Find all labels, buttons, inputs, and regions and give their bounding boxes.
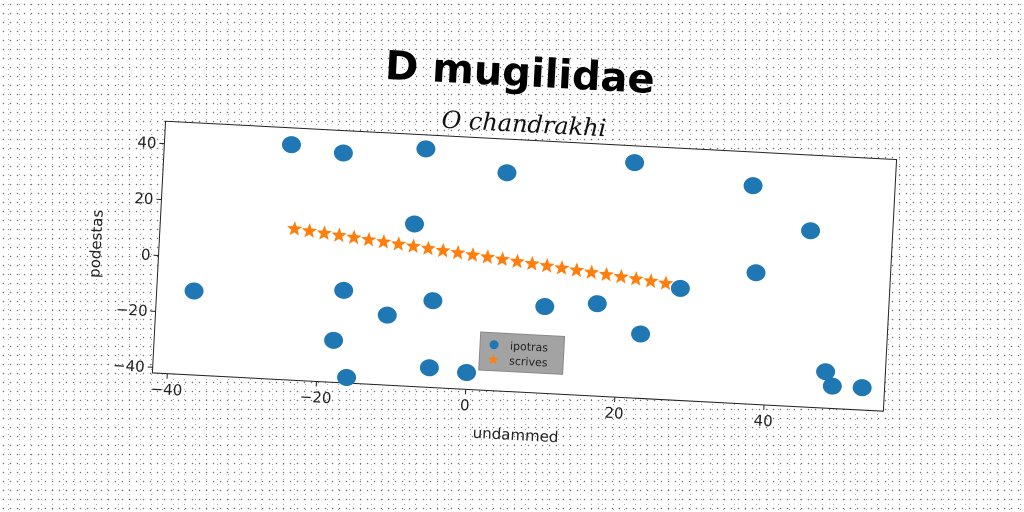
y-tick-label: −40 xyxy=(113,356,146,376)
ipotras-point xyxy=(852,379,872,397)
ipotras-point xyxy=(281,136,301,154)
ipotras-point xyxy=(743,177,763,195)
x-tick-label: 40 xyxy=(753,411,773,430)
scrives-point xyxy=(331,227,347,243)
ipotras-point xyxy=(801,222,821,240)
y-axis-label: podestas xyxy=(85,209,107,278)
scrives-point xyxy=(316,225,332,241)
ipotras-point xyxy=(822,377,842,395)
ipotras-point xyxy=(670,279,690,297)
ipotras-point xyxy=(816,363,836,381)
ipotras-point xyxy=(625,154,645,172)
legend-box xyxy=(478,331,566,375)
ipotras-point xyxy=(334,281,354,299)
scrives-point xyxy=(301,223,318,238)
y-tick-label: 20 xyxy=(134,189,154,208)
x-tick-label: −20 xyxy=(299,388,332,408)
legend-label: ipotras xyxy=(510,340,549,355)
ipotras-point xyxy=(184,282,204,300)
scrives-point xyxy=(390,236,407,251)
scrives-point xyxy=(494,251,511,267)
y-tick-label: 0 xyxy=(141,246,151,264)
x-tick-label: −40 xyxy=(150,380,183,400)
scrives-point xyxy=(613,268,629,284)
legend-marker-scrives xyxy=(488,354,499,365)
ipotras-point xyxy=(337,368,357,386)
scrives-point xyxy=(405,238,422,254)
ipotras-point xyxy=(457,364,477,382)
scrives-point xyxy=(509,253,525,269)
x-axis-label: undammed xyxy=(472,424,559,446)
scrives-point xyxy=(420,240,436,256)
scrives-point xyxy=(554,260,570,275)
ipotras-point xyxy=(535,298,555,316)
scrives-point xyxy=(598,266,615,282)
ipotras-point xyxy=(746,264,766,282)
scrives-point xyxy=(628,271,644,286)
legend-label: scrives xyxy=(509,355,548,370)
ipotras-point xyxy=(416,140,436,158)
ipotras-point xyxy=(631,325,651,343)
scrives-point xyxy=(376,234,392,249)
chart-title: D mugilidae xyxy=(384,43,656,103)
ipotras-point xyxy=(377,306,397,324)
scrives-point xyxy=(539,258,555,273)
legend-marker-ipotras xyxy=(489,340,499,350)
scrives-point xyxy=(524,255,540,271)
scrives-point xyxy=(287,220,303,236)
ipotras-point xyxy=(324,331,344,349)
ipotras-point xyxy=(423,292,443,310)
plot-area: −40 −20 0 20 40 −40 −20 0 20 40 undammed podestas ip… xyxy=(85,120,898,446)
scrives-point xyxy=(361,231,377,247)
x-tick-label: 20 xyxy=(604,404,624,423)
ipotras-point xyxy=(497,164,517,182)
ipotras-point xyxy=(419,359,439,377)
scrives-point xyxy=(569,262,585,278)
scrives-point xyxy=(480,249,496,264)
scrives-point xyxy=(658,275,674,291)
y-tick-label: −20 xyxy=(116,300,149,320)
x-tick-label: 0 xyxy=(460,396,470,414)
scrives-point xyxy=(450,244,466,260)
ipotras-point xyxy=(587,295,607,313)
scrives-point xyxy=(643,273,659,288)
ipotras-point xyxy=(333,144,353,162)
scrives-point xyxy=(465,247,481,262)
scrives-point xyxy=(435,242,451,258)
y-tick-label: 40 xyxy=(137,133,157,152)
scrives-point xyxy=(583,264,600,280)
scrives-point xyxy=(346,229,362,245)
ipotras-point xyxy=(404,215,424,233)
